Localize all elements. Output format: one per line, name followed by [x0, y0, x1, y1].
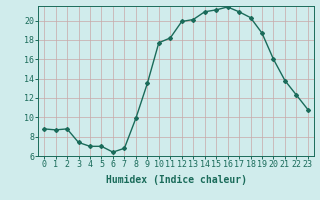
X-axis label: Humidex (Indice chaleur): Humidex (Indice chaleur)	[106, 175, 246, 185]
